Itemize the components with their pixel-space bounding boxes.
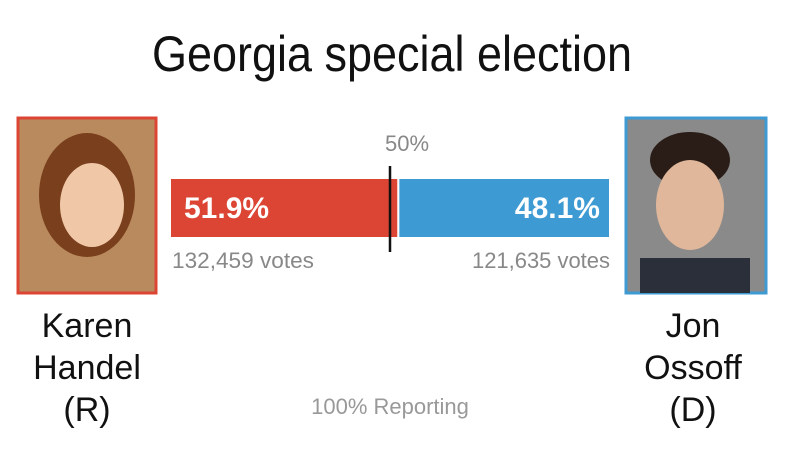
candidate-party: (D): [669, 391, 717, 429]
bar: [169, 177, 400, 239]
value-label: 51.9%: [184, 192, 269, 225]
note: 100% Reporting: [311, 394, 469, 419]
chart-title: Georgia special election: [152, 26, 632, 82]
bar: [397, 177, 611, 239]
reference-label: 50%: [385, 131, 429, 156]
photo-suit: [640, 258, 750, 293]
photo-face: [656, 160, 724, 250]
candidate-left: Karen Handel (R): [17, 305, 157, 431]
candidate-name: Jon Ossoff: [644, 307, 742, 387]
candidate-name: Karen Handel: [33, 307, 141, 387]
candidate-right: Jon Ossoff (D): [623, 305, 763, 431]
value-label: 48.1%: [515, 192, 600, 225]
photo-face: [60, 163, 124, 247]
candidate-party: (R): [63, 391, 111, 429]
votes-label: 121,635 votes: [472, 248, 610, 273]
votes-label: 132,459 votes: [172, 248, 314, 273]
